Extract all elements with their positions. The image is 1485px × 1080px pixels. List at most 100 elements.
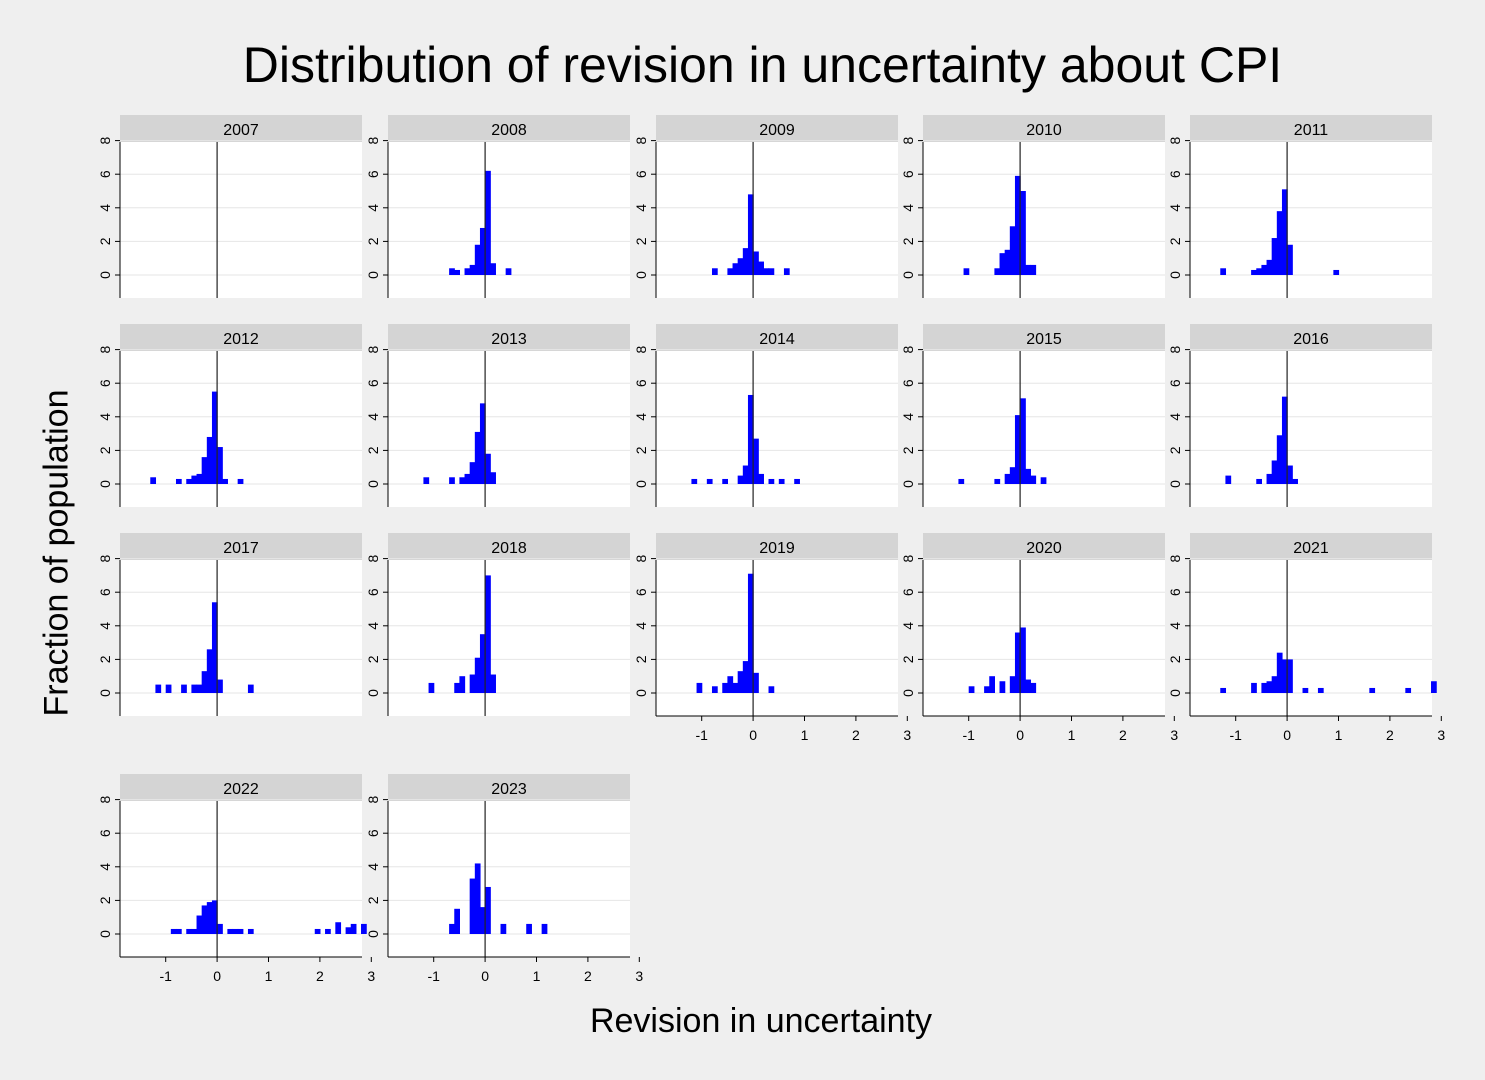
histogram-bar (469, 264, 476, 275)
histogram-bar (1271, 238, 1278, 275)
histogram-bar (1261, 682, 1268, 693)
histogram-bar (727, 676, 734, 693)
y-tick-label: 2 (365, 237, 381, 245)
histogram-bar (753, 251, 759, 275)
histogram-bar (706, 478, 713, 484)
histogram-bar (479, 227, 486, 275)
y-tick-label: 2 (97, 446, 113, 454)
histogram-bar (691, 478, 698, 484)
histogram-bar (758, 473, 764, 484)
y-tick-label: 0 (365, 689, 381, 697)
histogram-bar (737, 475, 744, 484)
histogram-bar (186, 928, 192, 934)
histogram-bar (711, 686, 718, 693)
histogram-bar (968, 686, 975, 693)
histogram-bar (490, 263, 496, 275)
strip-header (120, 115, 362, 142)
y-tick-label: 4 (365, 863, 381, 871)
strip-label: 2016 (1293, 331, 1329, 348)
strip-label: 2011 (1294, 122, 1329, 139)
panel-2021: 2021 0 2 4 6 8 -1 0 1 2 3 (1167, 533, 1445, 743)
x-tick-label: 2 (584, 968, 592, 984)
histogram-bar (196, 473, 203, 484)
histogram-bar (1014, 175, 1021, 275)
histogram-bar (165, 684, 172, 693)
histogram-bar (485, 453, 491, 484)
histogram-bar (201, 457, 208, 484)
histogram-bar (469, 878, 476, 934)
histogram-bar (1009, 226, 1016, 275)
histogram-bar (747, 394, 754, 484)
histogram-bar (335, 922, 342, 934)
histogram-bar (150, 477, 157, 484)
strip-header (1190, 533, 1432, 560)
y-tick-label: 2 (1167, 655, 1183, 663)
histogram-bar (490, 674, 496, 693)
y-tick-label: 0 (97, 271, 113, 279)
y-tick-label: 4 (900, 622, 916, 630)
strip-label: 2008 (491, 122, 527, 139)
histogram-bar (1251, 269, 1257, 275)
y-tick-label: 2 (1167, 446, 1183, 454)
histogram-bar (191, 684, 198, 693)
histogram-bar (1020, 627, 1026, 693)
strip-label: 2009 (759, 122, 795, 139)
histogram-bar (1025, 264, 1031, 275)
y-tick-label: 6 (633, 170, 649, 178)
histogram-bar (742, 248, 749, 275)
histogram-bar (1292, 478, 1298, 484)
histogram-bar (217, 679, 223, 693)
y-tick-label: 6 (97, 829, 113, 837)
plot-area (1190, 142, 1432, 298)
histogram-bar (747, 573, 754, 693)
y-tick-label: 4 (97, 204, 113, 212)
y-tick-label: 6 (1167, 379, 1183, 387)
histogram-bar (696, 682, 703, 693)
panel-2010: 2010 0 2 4 6 8 (900, 115, 1165, 298)
panel-2014: 2014 0 2 4 6 8 (633, 324, 898, 507)
panel-2007: 2007 0 2 4 6 8 (97, 115, 362, 298)
y-tick-label: 8 (97, 795, 113, 803)
histogram-bar (1369, 687, 1376, 693)
x-tick-label: 0 (213, 968, 221, 984)
y-tick-label: 8 (365, 136, 381, 144)
histogram-bar (459, 676, 466, 693)
strip-header (1190, 115, 1432, 142)
histogram-bar (1025, 679, 1031, 693)
strip-header (388, 533, 630, 560)
y-tick-label: 4 (633, 622, 649, 630)
x-tick-label: 3 (367, 968, 375, 984)
y-tick-label: 0 (1167, 271, 1183, 279)
histogram-bar (1020, 398, 1026, 484)
plot-area (388, 801, 630, 957)
histogram-bar (485, 170, 491, 275)
x-tick-label: 2 (852, 727, 860, 743)
histogram-bar (958, 478, 965, 484)
histogram-bar (742, 661, 749, 693)
y-tick-label: 8 (633, 345, 649, 353)
histogram-bar (423, 477, 430, 484)
histogram-bar (345, 927, 352, 934)
histogram-bar (1266, 473, 1273, 484)
histogram-bar (201, 905, 208, 934)
y-tick-label: 0 (1167, 689, 1183, 697)
y-tick-label: 2 (900, 237, 916, 245)
histogram-bar (454, 269, 460, 275)
histogram-bar (768, 268, 775, 275)
plot-area (1190, 560, 1432, 716)
y-tick-label: 6 (365, 379, 381, 387)
y-tick-label: 8 (1167, 554, 1183, 562)
histogram-bar (232, 928, 239, 934)
histogram-bar (1281, 659, 1288, 693)
x-tick-label: 3 (1437, 727, 1445, 743)
histogram-bar (206, 649, 213, 693)
plot-area (923, 560, 1165, 716)
histogram-bar (485, 886, 491, 934)
histogram-bar (794, 478, 800, 484)
histogram-bar (1256, 478, 1262, 484)
histogram-bar (237, 478, 244, 484)
histogram-bar (1261, 264, 1268, 275)
x-tick-label: 1 (1335, 727, 1343, 743)
x-tick-label: 2 (1386, 727, 1394, 743)
y-tick-label: 8 (1167, 345, 1183, 353)
